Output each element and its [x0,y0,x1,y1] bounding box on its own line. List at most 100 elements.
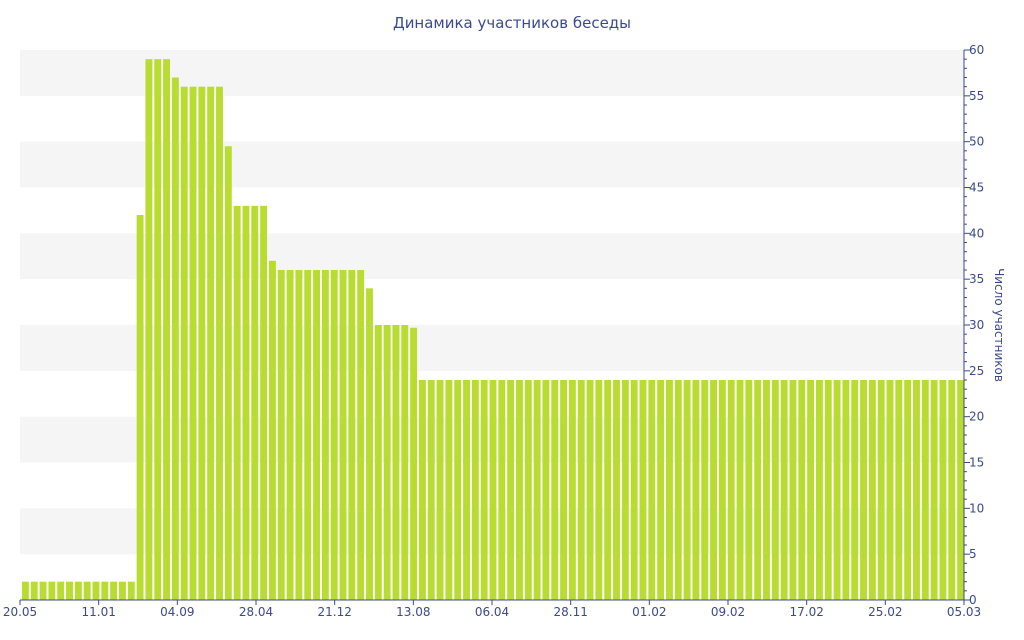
bar[interactable] [427,380,435,600]
bar[interactable] [683,380,691,600]
bar[interactable] [145,59,153,601]
bar[interactable] [207,86,215,601]
bar[interactable] [542,380,550,600]
bar[interactable] [436,380,444,600]
bar[interactable] [401,325,409,600]
bar[interactable] [463,380,470,600]
bar[interactable] [277,270,285,600]
bar[interactable] [630,380,638,600]
bar[interactable] [815,380,823,600]
bar[interactable] [313,270,320,600]
bar[interactable] [657,380,665,600]
bar[interactable] [727,380,735,600]
bar[interactable] [877,380,885,600]
bar[interactable] [171,77,179,601]
bar[interactable] [754,380,762,600]
bar[interactable] [330,270,338,600]
bar[interactable] [348,270,356,600]
bar[interactable] [516,380,523,600]
bar[interactable] [798,380,806,600]
bar[interactable] [242,205,250,600]
bar[interactable] [251,205,259,600]
bar[interactable] [154,59,162,601]
bar[interactable] [445,380,453,600]
bar[interactable] [127,581,135,600]
bar[interactable] [357,270,365,600]
bar[interactable] [613,380,620,600]
bar[interactable] [833,380,841,600]
bar[interactable] [321,270,329,600]
bar[interactable] [666,380,673,600]
bar[interactable] [57,581,65,600]
bar[interactable] [551,380,559,600]
bar[interactable] [286,270,294,600]
bar[interactable] [498,380,506,600]
bar[interactable] [392,325,400,600]
bar[interactable] [957,380,965,600]
bar[interactable] [595,380,603,600]
bar[interactable] [948,380,956,600]
bar[interactable] [189,86,197,601]
bar[interactable] [824,380,832,600]
bar[interactable] [507,380,515,600]
bar[interactable] [136,215,144,600]
bar[interactable] [418,380,426,600]
bar[interactable] [101,581,109,600]
bar[interactable] [339,270,347,600]
bar[interactable] [771,380,779,600]
bar[interactable] [66,581,73,600]
bar[interactable] [568,380,576,600]
bar[interactable] [110,581,118,600]
bar[interactable] [260,205,268,600]
bar[interactable] [48,581,56,600]
bar[interactable] [904,380,912,600]
bar[interactable] [763,380,770,600]
bar[interactable] [471,380,479,600]
bar[interactable] [180,86,188,601]
bar[interactable] [163,59,171,601]
bar[interactable] [74,581,82,600]
bar[interactable] [198,86,206,601]
bar[interactable] [930,380,938,600]
bar[interactable] [533,380,541,600]
bar[interactable] [860,380,867,600]
bar[interactable] [560,380,568,600]
bar[interactable] [939,380,947,600]
bar[interactable] [295,270,303,600]
bar[interactable] [92,581,100,600]
bar[interactable] [39,581,47,600]
bar[interactable] [374,325,382,600]
bar[interactable] [604,380,612,600]
bar[interactable] [480,380,488,600]
bar[interactable] [780,380,788,600]
bar[interactable] [886,380,894,600]
bar[interactable] [224,146,232,600]
bar[interactable] [577,380,585,600]
bar[interactable] [410,327,418,600]
bar[interactable] [648,380,656,600]
bar[interactable] [851,380,859,600]
bar[interactable] [895,380,903,600]
bar[interactable] [718,380,726,600]
bar[interactable] [868,380,876,600]
bar[interactable] [674,380,682,600]
bar[interactable] [21,581,29,600]
bar[interactable] [269,260,276,600]
bar[interactable] [489,380,497,600]
bar[interactable] [789,380,797,600]
bar[interactable] [233,205,241,600]
bar[interactable] [304,270,312,600]
bar[interactable] [366,288,373,600]
bar[interactable] [586,380,594,600]
bar[interactable] [745,380,753,600]
bar[interactable] [454,380,462,600]
bar[interactable] [119,581,126,600]
bar[interactable] [736,380,744,600]
bar[interactable] [83,581,91,600]
bar[interactable] [701,380,709,600]
bar[interactable] [621,380,629,600]
bar[interactable] [692,380,700,600]
bar[interactable] [710,380,717,600]
bar[interactable] [807,380,815,600]
bar[interactable] [639,380,647,600]
